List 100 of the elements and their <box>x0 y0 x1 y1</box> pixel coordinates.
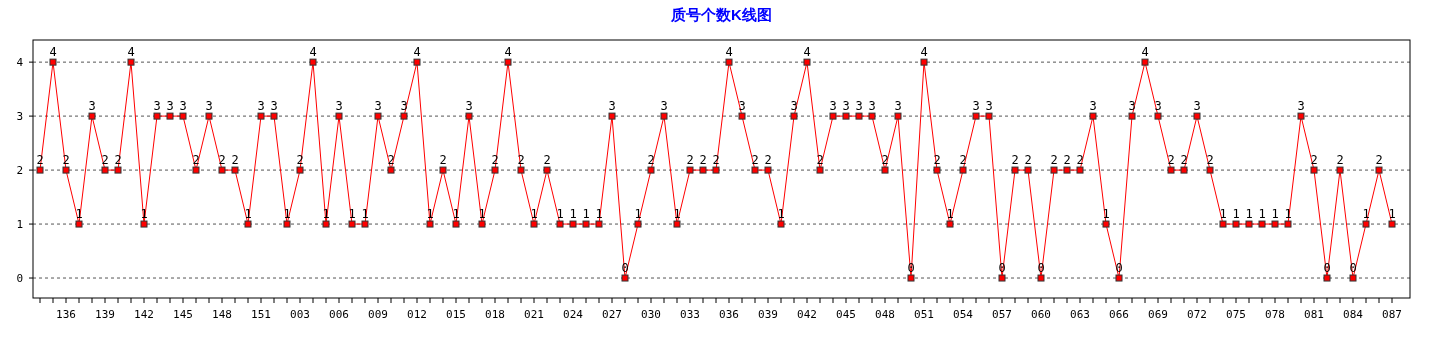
data-label: 3 <box>1128 99 1136 114</box>
data-label: 0 <box>998 261 1006 276</box>
x-tick-label: 036 <box>719 308 739 321</box>
data-label: 2 <box>439 153 447 168</box>
data-label: 3 <box>257 99 265 114</box>
x-tick-label: 145 <box>173 308 193 321</box>
x-tick-label: 087 <box>1382 308 1402 321</box>
x-tick-label: 030 <box>641 308 661 321</box>
data-label: 2 <box>1050 153 1058 168</box>
data-label: 0 <box>1349 261 1357 276</box>
data-label: 2 <box>816 153 824 168</box>
y-tick-label: 0 <box>16 272 23 286</box>
data-label: 1 <box>283 207 291 222</box>
data-label: 3 <box>1193 99 1201 114</box>
y-tick-label: 2 <box>16 164 23 178</box>
y-tick-label: 4 <box>16 56 24 70</box>
x-tick-label: 033 <box>680 308 700 321</box>
data-label: 1 <box>556 207 564 222</box>
data-label: 1 <box>1388 207 1396 222</box>
data-label: 1 <box>673 207 681 222</box>
data-label: 1 <box>244 207 252 222</box>
data-label: 2 <box>1076 153 1084 168</box>
data-label: 2 <box>1167 153 1175 168</box>
data-label: 1 <box>777 207 785 222</box>
x-tick-label: 069 <box>1148 308 1168 321</box>
data-label: 4 <box>504 45 512 60</box>
data-label: 3 <box>829 99 837 114</box>
data-label: 2 <box>491 153 499 168</box>
data-label: 1 <box>1362 207 1370 222</box>
data-label: 2 <box>101 153 109 168</box>
x-tick-label: 142 <box>134 308 154 321</box>
data-label: 3 <box>972 99 980 114</box>
x-tick-label: 012 <box>407 308 427 321</box>
x-tick-label: 084 <box>1343 308 1364 321</box>
data-label: 2 <box>62 153 70 168</box>
x-tick-label: 024 <box>563 308 584 321</box>
data-label: 2 <box>517 153 525 168</box>
data-label: 1 <box>75 207 83 222</box>
x-tick-label: 003 <box>290 308 310 321</box>
data-label: 2 <box>543 153 551 168</box>
x-tick-label: 039 <box>758 308 778 321</box>
data-label: 1 <box>569 207 577 222</box>
x-tick-label: 027 <box>602 308 622 321</box>
x-tick-label: 009 <box>368 308 388 321</box>
data-label: 2 <box>1024 153 1032 168</box>
data-label: 0 <box>1037 261 1045 276</box>
data-label: 1 <box>1102 207 1110 222</box>
data-label: 4 <box>309 45 317 60</box>
data-label: 3 <box>166 99 174 114</box>
data-label: 1 <box>452 207 460 222</box>
data-label: 3 <box>374 99 382 114</box>
data-label: 2 <box>959 153 967 168</box>
data-label: 1 <box>1284 207 1292 222</box>
x-tick-label: 015 <box>446 308 466 321</box>
x-tick-label: 021 <box>524 308 544 321</box>
data-label: 0 <box>1323 261 1331 276</box>
x-tick-label: 042 <box>797 308 817 321</box>
data-label: 2 <box>296 153 304 168</box>
data-label: 1 <box>426 207 434 222</box>
data-label: 3 <box>1154 99 1162 114</box>
data-label: 2 <box>1063 153 1071 168</box>
data-label: 2 <box>712 153 720 168</box>
data-label: 1 <box>582 207 590 222</box>
data-label: 3 <box>465 99 473 114</box>
x-tick-label: 063 <box>1070 308 1090 321</box>
data-label: 1 <box>530 207 538 222</box>
data-label: 3 <box>179 99 187 114</box>
data-label: 2 <box>1011 153 1019 168</box>
data-label: 2 <box>1180 153 1188 168</box>
data-label: 2 <box>1206 153 1214 168</box>
x-tick-label: 075 <box>1226 308 1246 321</box>
data-label: 3 <box>335 99 343 114</box>
data-label: 4 <box>920 45 928 60</box>
data-label: 1 <box>478 207 486 222</box>
x-tick-label: 045 <box>836 308 856 321</box>
data-label: 4 <box>413 45 421 60</box>
data-label: 2 <box>933 153 941 168</box>
x-tick-label: 139 <box>95 308 115 321</box>
data-label: 3 <box>153 99 161 114</box>
chart-title: 质号个数K线图 <box>670 6 772 23</box>
data-label: 2 <box>751 153 759 168</box>
y-tick-label: 3 <box>16 110 23 124</box>
data-label: 2 <box>1375 153 1383 168</box>
data-label: 4 <box>127 45 135 60</box>
data-label: 1 <box>322 207 330 222</box>
x-tick-label: 006 <box>329 308 349 321</box>
x-tick-label: 066 <box>1109 308 1129 321</box>
x-tick-label: 151 <box>251 308 271 321</box>
x-tick-label: 018 <box>485 308 505 321</box>
data-label: 1 <box>1232 207 1240 222</box>
data-label: 3 <box>842 99 850 114</box>
data-label: 1 <box>1271 207 1279 222</box>
x-tick-label: 060 <box>1031 308 1051 321</box>
data-label: 1 <box>946 207 954 222</box>
data-label: 0 <box>621 261 629 276</box>
data-label: 1 <box>1219 207 1227 222</box>
data-label: 2 <box>218 153 226 168</box>
data-label: 3 <box>205 99 213 114</box>
data-label: 1 <box>1258 207 1266 222</box>
data-label: 3 <box>790 99 798 114</box>
